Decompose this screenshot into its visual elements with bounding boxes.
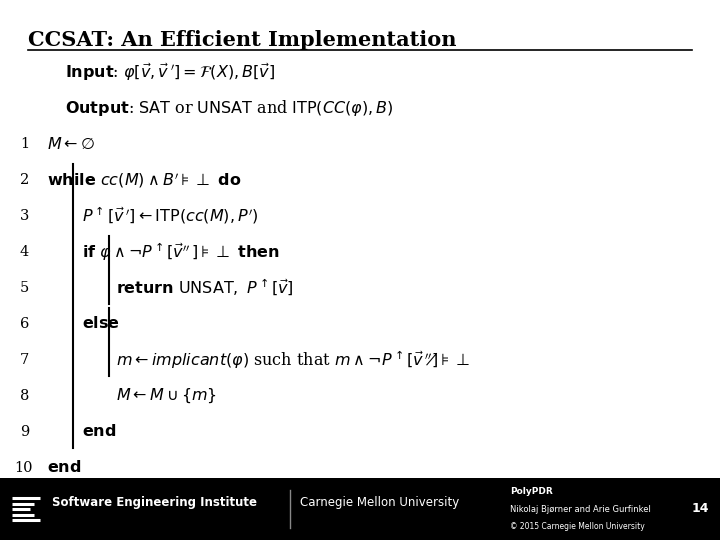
- Text: 14: 14: [691, 503, 708, 516]
- Text: $M \leftarrow M \cup \{m\}$: $M \leftarrow M \cup \{m\}$: [116, 387, 217, 405]
- Text: 3: 3: [20, 209, 30, 223]
- Text: $m \leftarrow implicant(\varphi)$ such that $m \wedge \neg P^{\uparrow}[\vec{v}\: $m \leftarrow implicant(\varphi)$ such t…: [116, 349, 469, 371]
- Text: $\mathbf{end}$: $\mathbf{end}$: [82, 423, 117, 441]
- Text: 11: 11: [14, 497, 32, 511]
- Text: Software Engineering Institute: Software Engineering Institute: [52, 496, 257, 509]
- Text: $\mathbf{else}$: $\mathbf{else}$: [82, 315, 120, 333]
- Text: $\mathbf{Input}$: $\varphi[\vec{v},\vec{v}\,'] = \mathcal{F}(X), B[\vec{v}]$: $\mathbf{Input}$: $\varphi[\vec{v},\vec{…: [65, 62, 275, 83]
- Text: $\mathbf{return}\ \mathrm{UNSAT},\ P^{\uparrow}[\vec{v}]$: $\mathbf{return}\ \mathrm{UNSAT},\ P^{\u…: [116, 278, 294, 298]
- Text: 5: 5: [20, 281, 30, 295]
- Text: $P^{\uparrow}[\vec{v}\,'] \leftarrow \mathrm{ITP}(cc(M), P')$: $P^{\uparrow}[\vec{v}\,'] \leftarrow \ma…: [82, 206, 258, 226]
- Text: PolyPDR: PolyPDR: [510, 487, 553, 496]
- Text: 10: 10: [14, 461, 32, 475]
- Text: $\mathbf{end}$: $\mathbf{end}$: [47, 460, 81, 476]
- Text: 2: 2: [20, 173, 30, 187]
- Text: © 2015 Carnegie Mellon University: © 2015 Carnegie Mellon University: [510, 522, 644, 531]
- Bar: [0, 478, 720, 540]
- Text: $\mathbf{if}\ \varphi \wedge \neg P^{\uparrow}[\vec{v}''\,] \models \bot\ \mathb: $\mathbf{if}\ \varphi \wedge \neg P^{\up…: [82, 241, 280, 263]
- Text: 4: 4: [20, 245, 30, 259]
- Text: $\mathbf{while}\ cc(M) \wedge B' \models \bot\ \mathbf{do}$: $\mathbf{while}\ cc(M) \wedge B' \models…: [47, 170, 241, 190]
- Text: 6: 6: [20, 317, 30, 331]
- Text: $\mathbf{return}\ \mathrm{SAT}$: $\mathbf{return}\ \mathrm{SAT}$: [47, 496, 143, 512]
- Text: Nikolaj Bjørner and Arie Gurfinkel: Nikolaj Bjørner and Arie Gurfinkel: [510, 504, 651, 514]
- Text: Carnegie Mellon University: Carnegie Mellon University: [300, 496, 459, 509]
- Text: CCSAT: An Efficient Implementation: CCSAT: An Efficient Implementation: [28, 30, 456, 50]
- Text: 9: 9: [20, 425, 30, 439]
- Text: $M \leftarrow \emptyset$: $M \leftarrow \emptyset$: [47, 136, 95, 152]
- Text: $\mathbf{Output}$: $\mathrm{SAT}$ or $\mathrm{UNSAT}$ and $\mathrm{ITP}(CC(\varp: $\mathbf{Output}$: $\mathrm{SAT}$ or $\m…: [65, 98, 394, 118]
- Text: 8: 8: [20, 389, 30, 403]
- Text: 7: 7: [20, 353, 30, 367]
- Text: 1: 1: [20, 137, 29, 151]
